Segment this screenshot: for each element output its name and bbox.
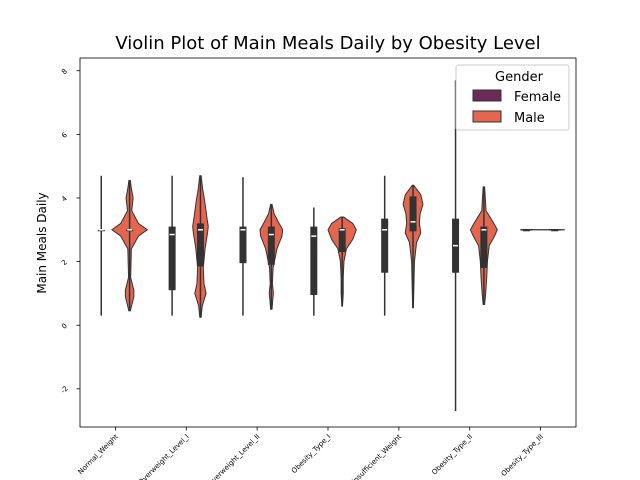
violin-box [267, 226, 275, 265]
y-tick-label: 0 [60, 322, 69, 331]
violin-box [409, 196, 417, 232]
violin-female-2 [239, 177, 247, 316]
y-tick-label: 4 [60, 194, 69, 203]
violin-box [480, 226, 488, 268]
y-axis-ticks: -2 0 2 4 6 8 [59, 67, 80, 395]
chart-title: Violin Plot of Main Meals Daily by Obesi… [115, 33, 540, 54]
y-tick-label: 6 [60, 131, 69, 140]
violin-box [196, 223, 204, 267]
y-axis-label: Main Meals Daily [35, 192, 49, 293]
violin-male-2 [259, 203, 284, 310]
violin-male-0 [111, 179, 149, 312]
y-tick-label: 2 [60, 258, 69, 267]
violin-male-1 [192, 175, 209, 318]
y-tick-label: -2 [59, 385, 70, 396]
violin-male-4 [402, 184, 424, 309]
violin-female-4 [381, 175, 389, 316]
violin-box [168, 226, 176, 291]
legend: Gender Female Male [455, 64, 570, 131]
legend-label-male: Male [514, 111, 545, 126]
violin-female-0 [97, 175, 105, 316]
violin-female-5 [452, 80, 460, 412]
series-male [111, 175, 561, 318]
y-tick-label: 8 [60, 67, 69, 76]
violin-box [338, 228, 346, 253]
violin-male-5 [469, 186, 498, 306]
violin-box [239, 226, 247, 264]
violin-female-3 [310, 207, 318, 316]
series-female [97, 80, 533, 412]
legend-swatch-male [472, 110, 502, 123]
violin-box [381, 218, 389, 273]
legend-label-female: Female [514, 90, 561, 105]
violin-female-1 [168, 175, 176, 316]
violin-male-3 [327, 216, 357, 307]
violin-box [310, 226, 318, 295]
legend-title: Gender [495, 70, 544, 85]
legend-swatch-female [472, 89, 502, 102]
plot-area [97, 80, 565, 412]
